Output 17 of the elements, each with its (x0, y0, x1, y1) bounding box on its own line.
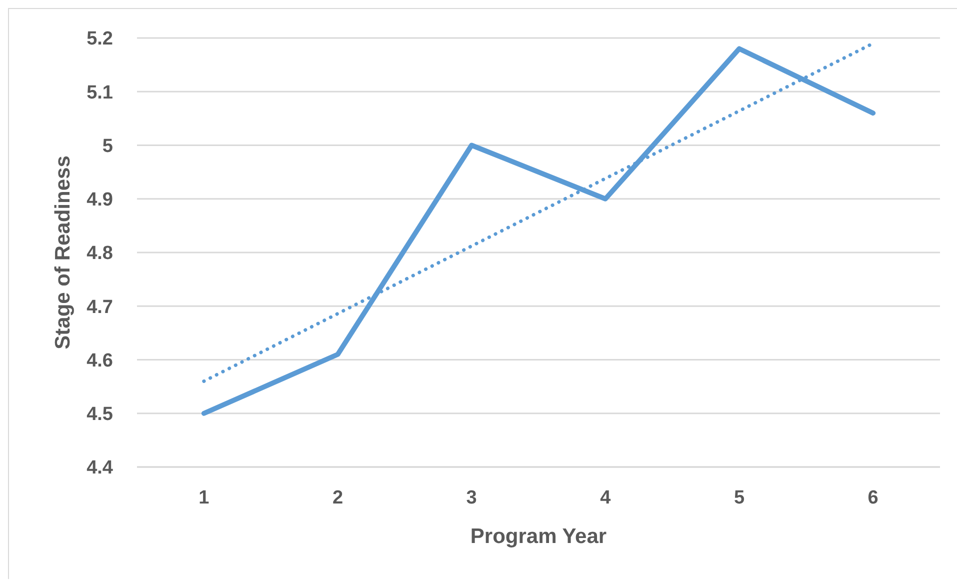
y-tick-label: 5.1 (86, 82, 114, 104)
x-tick-label: 3 (466, 487, 477, 508)
x-tick-label: 4 (600, 487, 612, 508)
x-tick-label: 5 (734, 487, 745, 508)
y-tick-label: 5.2 (86, 28, 113, 50)
x-tick-label: 2 (332, 487, 344, 508)
y-tick-label: 5 (102, 136, 114, 157)
y-tick-label: 4.6 (86, 350, 113, 372)
y-axis-title: Stage of Readiness (51, 156, 74, 350)
y-tick-label: 4.7 (86, 296, 113, 318)
y-tick-label: 4.5 (86, 404, 114, 426)
y-tick-label: 4.9 (86, 190, 113, 211)
x-tick-label: 1 (198, 487, 210, 508)
x-tick-label: 6 (868, 487, 878, 508)
x-axis-title: Program Year (470, 525, 607, 548)
y-tick-label: 4.8 (86, 243, 113, 264)
y-tick-label: 4.4 (86, 458, 114, 479)
